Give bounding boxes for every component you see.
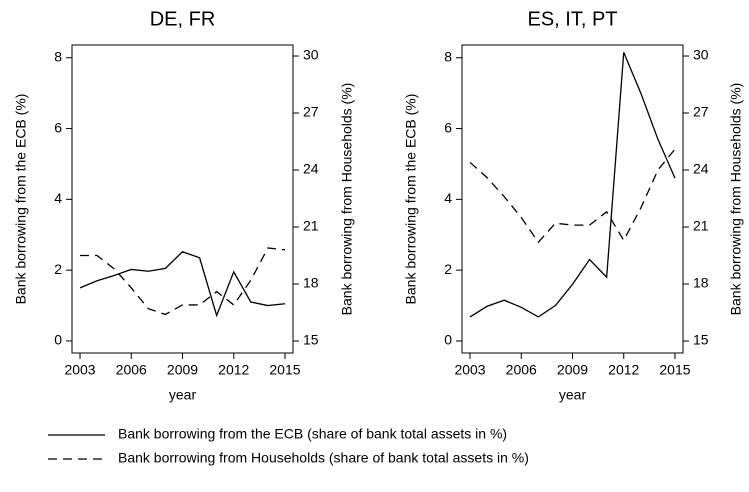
chart-title: ES, IT, PT xyxy=(527,8,617,30)
x-tick-label: 2003 xyxy=(454,362,485,378)
plot-frame xyxy=(461,44,684,354)
data-line xyxy=(79,251,286,318)
plot-frame xyxy=(71,44,294,354)
y2-axis-label: Bank borrowing from Households (%) xyxy=(339,83,355,316)
x-axis-label: year xyxy=(169,387,197,403)
y2-tick-label: 21 xyxy=(693,218,709,234)
data-line xyxy=(469,52,676,318)
y2-tick-label: 15 xyxy=(303,332,319,348)
x-axis-label: year xyxy=(559,387,587,403)
y-axis-label: Bank borrowing from the ECB (%) xyxy=(403,94,419,305)
data-line xyxy=(469,148,676,244)
y-tick-label: 8 xyxy=(444,48,452,64)
y-tick-label: 0 xyxy=(54,332,62,348)
x-tick-label: 2006 xyxy=(116,362,147,378)
chart-title: DE, FR xyxy=(150,8,216,30)
legend-label: Bank borrowing from the ECB (share of ba… xyxy=(118,426,507,442)
y2-tick-label: 27 xyxy=(303,104,319,120)
y-tick-label: 0 xyxy=(444,332,452,348)
x-tick-label: 2012 xyxy=(608,362,639,378)
y-axis-label: Bank borrowing from the ECB (%) xyxy=(13,94,29,305)
y2-tick-label: 30 xyxy=(303,47,319,63)
y-tick-label: 4 xyxy=(444,190,452,206)
x-tick-label: 2003 xyxy=(64,362,95,378)
y-tick-label: 2 xyxy=(444,261,452,277)
x-tick-label: 2015 xyxy=(269,362,300,378)
y2-tick-label: 18 xyxy=(303,275,319,291)
x-tick-label: 2012 xyxy=(218,362,249,378)
y2-axis-label: Bank borrowing from Households (%) xyxy=(728,83,744,316)
legend-label: Bank borrowing from Households (share of… xyxy=(118,450,529,466)
y-tick-label: 6 xyxy=(444,119,452,135)
y-tick-label: 4 xyxy=(54,190,62,206)
y-tick-label: 8 xyxy=(54,48,62,64)
y2-tick-label: 18 xyxy=(693,275,709,291)
y2-tick-label: 21 xyxy=(303,218,319,234)
y2-tick-label: 24 xyxy=(303,161,319,177)
x-tick-label: 2015 xyxy=(659,362,690,378)
data-line xyxy=(80,247,286,316)
y2-tick-label: 15 xyxy=(693,332,709,348)
x-tick-label: 2006 xyxy=(506,362,537,378)
y2-tick-label: 30 xyxy=(693,47,709,63)
y-tick-label: 6 xyxy=(54,119,62,135)
y-tick-label: 2 xyxy=(54,261,62,277)
x-tick-label: 2009 xyxy=(167,362,198,378)
x-tick-label: 2009 xyxy=(557,362,588,378)
y2-tick-label: 27 xyxy=(693,104,709,120)
y2-tick-label: 24 xyxy=(693,161,709,177)
